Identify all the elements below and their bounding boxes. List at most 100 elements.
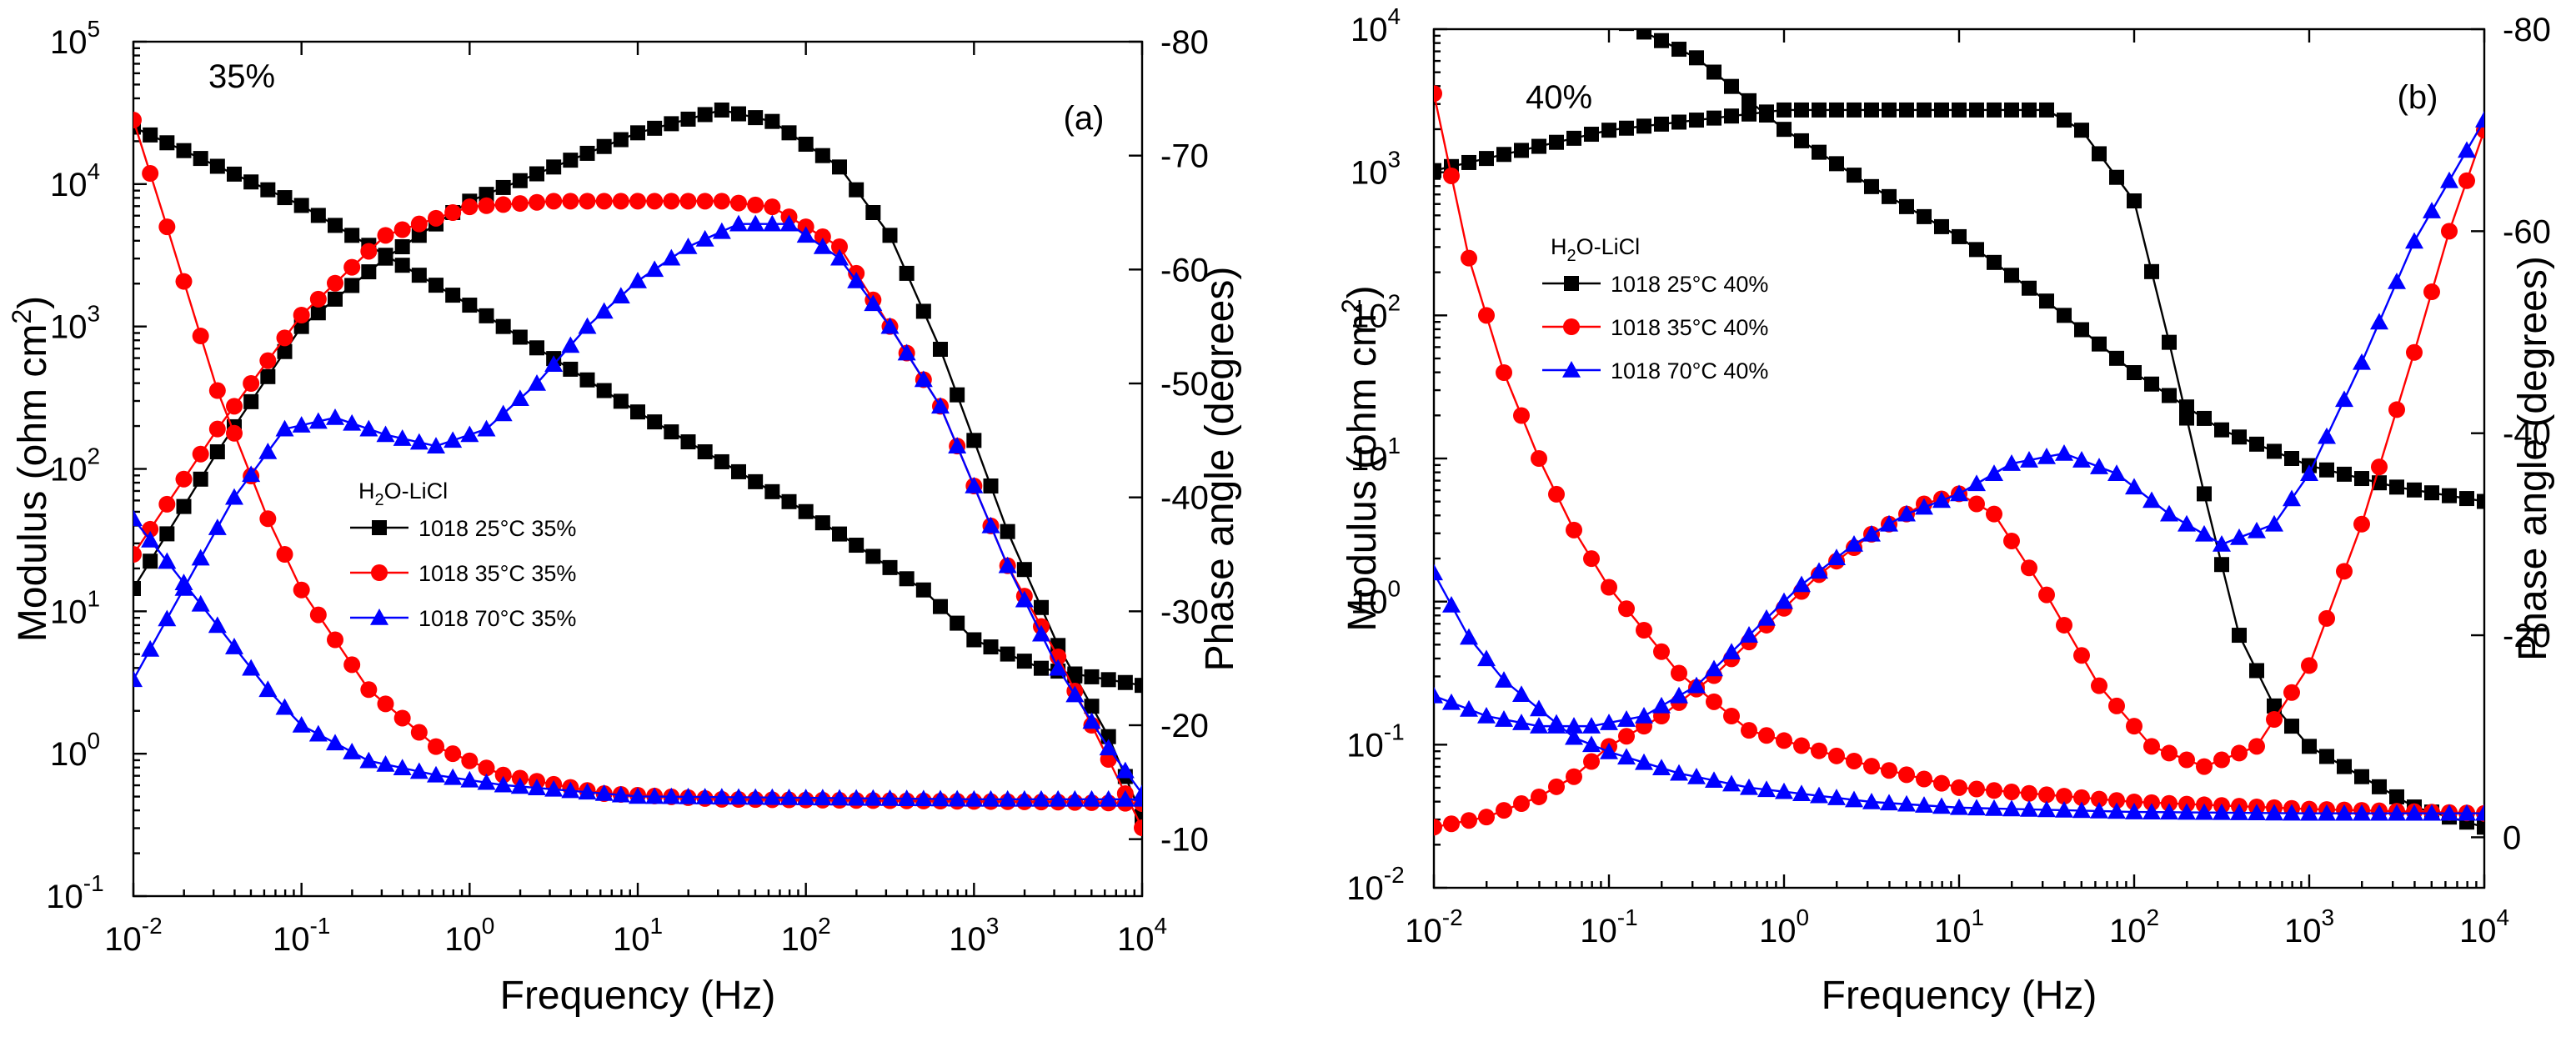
phase-point bbox=[730, 194, 747, 212]
phase-point bbox=[2162, 334, 2177, 350]
modulus-point bbox=[2232, 429, 2247, 445]
y-tick-label: 103 bbox=[1351, 147, 1401, 192]
phase-point bbox=[2072, 451, 2091, 468]
phase-point bbox=[2196, 758, 2213, 775]
phase-point bbox=[1759, 104, 1774, 120]
modulus-point bbox=[1135, 678, 1142, 694]
phase-point bbox=[2283, 489, 2301, 507]
phase-point bbox=[378, 250, 393, 266]
modulus-point bbox=[2477, 493, 2484, 509]
phase-point bbox=[1479, 151, 1494, 167]
phase-point bbox=[1722, 643, 1741, 660]
modulus-point bbox=[310, 208, 326, 223]
phase-point bbox=[2388, 401, 2405, 418]
y-tick-label: 103 bbox=[50, 301, 100, 346]
modulus-point bbox=[983, 639, 999, 655]
legend: H2O-LiCl 1018 25°C 35% 1018 35°C 35% 1018 7… bbox=[350, 478, 576, 631]
phase-point bbox=[477, 419, 496, 437]
plot-frame bbox=[132, 40, 1144, 898]
modulus-point bbox=[191, 594, 210, 612]
phase-point bbox=[2388, 272, 2406, 289]
phase-point bbox=[948, 437, 967, 453]
modulus-point bbox=[159, 135, 175, 151]
concentration-annotation: 35% bbox=[208, 58, 275, 95]
legend-entry: 1018 70°C 40% bbox=[1611, 358, 1768, 383]
phase-point bbox=[2248, 521, 2266, 539]
phase-point bbox=[2090, 458, 2108, 474]
y-tick-label: 101 bbox=[50, 585, 100, 630]
modulus-point bbox=[1705, 771, 1723, 789]
phase-point bbox=[242, 465, 261, 483]
phase-point bbox=[763, 214, 782, 232]
phase-point bbox=[882, 228, 898, 243]
modulus-point bbox=[2195, 803, 2213, 820]
phase-point bbox=[376, 425, 395, 443]
modulus-point bbox=[1987, 254, 2002, 270]
modulus-point bbox=[697, 444, 713, 459]
phase-point bbox=[814, 148, 830, 163]
modulus-point bbox=[596, 383, 612, 398]
phase-point bbox=[2144, 263, 2159, 279]
phase-point bbox=[2371, 458, 2388, 476]
phase-point bbox=[494, 404, 513, 422]
phase-point bbox=[748, 110, 764, 126]
modulus-point bbox=[529, 340, 544, 356]
modulus-point bbox=[1100, 672, 1116, 688]
phase-point bbox=[2039, 102, 2054, 118]
modulus-point bbox=[763, 788, 782, 805]
y-tick-label: 105 bbox=[50, 16, 100, 61]
y-tick-label: 104 bbox=[50, 158, 100, 203]
phase-point bbox=[328, 291, 343, 307]
modulus-point bbox=[2459, 491, 2474, 507]
phase-point bbox=[1016, 562, 1032, 578]
phase-point bbox=[1134, 819, 1142, 836]
modulus-point bbox=[1810, 786, 1828, 804]
phase-point bbox=[176, 498, 192, 514]
phase-point bbox=[2126, 718, 2142, 735]
modulus-point bbox=[2389, 479, 2404, 495]
y2-axis-title: Phase angle (degrees) bbox=[2511, 256, 2555, 661]
modulus-point bbox=[1115, 789, 1135, 807]
phase-point bbox=[2057, 113, 2072, 128]
modulus-point bbox=[225, 638, 243, 654]
x-tick-label: 104 bbox=[1117, 913, 1167, 958]
phase-point bbox=[310, 305, 326, 321]
legend-entry: 1018 35°C 40% bbox=[1611, 315, 1768, 340]
phase-point bbox=[133, 581, 141, 596]
phase-point bbox=[2423, 202, 2441, 218]
phase-point bbox=[1847, 102, 1862, 118]
legend-swatch-marker bbox=[371, 564, 388, 581]
modulus-point bbox=[2337, 466, 2352, 482]
modulus-point bbox=[2004, 268, 2019, 283]
phase-point bbox=[528, 374, 546, 391]
modulus-point bbox=[1811, 742, 1827, 759]
modulus-point bbox=[1549, 8, 1564, 23]
modulus-point bbox=[444, 745, 462, 763]
modulus-point bbox=[2020, 799, 2038, 817]
phase-point bbox=[377, 227, 394, 244]
legend-swatch-marker bbox=[1562, 361, 1581, 378]
phase-point bbox=[226, 398, 243, 415]
phase-point bbox=[2003, 532, 2020, 549]
modulus-point bbox=[292, 716, 311, 733]
modulus-line bbox=[1434, 572, 2484, 814]
phase-point bbox=[2161, 744, 2178, 762]
phase-point bbox=[880, 317, 900, 334]
modulus-point bbox=[1846, 752, 1862, 769]
phase-point bbox=[1654, 116, 1669, 132]
y-axis-title: Modulus (ohm cm2) bbox=[1336, 285, 1385, 631]
modulus-point bbox=[2073, 789, 2090, 806]
modulus-point bbox=[1864, 178, 1879, 194]
modulus-point bbox=[1496, 364, 1512, 381]
modulus-point bbox=[578, 783, 597, 800]
modulus-point bbox=[1566, 521, 1582, 539]
modulus-point bbox=[1015, 789, 1034, 807]
phase-point bbox=[411, 228, 427, 243]
phase-line bbox=[1434, 119, 2484, 728]
y2-tick-label: -20 bbox=[2503, 618, 2551, 654]
phase-point bbox=[679, 193, 697, 210]
modulus-point bbox=[594, 784, 614, 801]
series-circle bbox=[133, 111, 1142, 836]
phase-point bbox=[2195, 524, 2213, 542]
modulus-point bbox=[1479, 8, 1494, 23]
